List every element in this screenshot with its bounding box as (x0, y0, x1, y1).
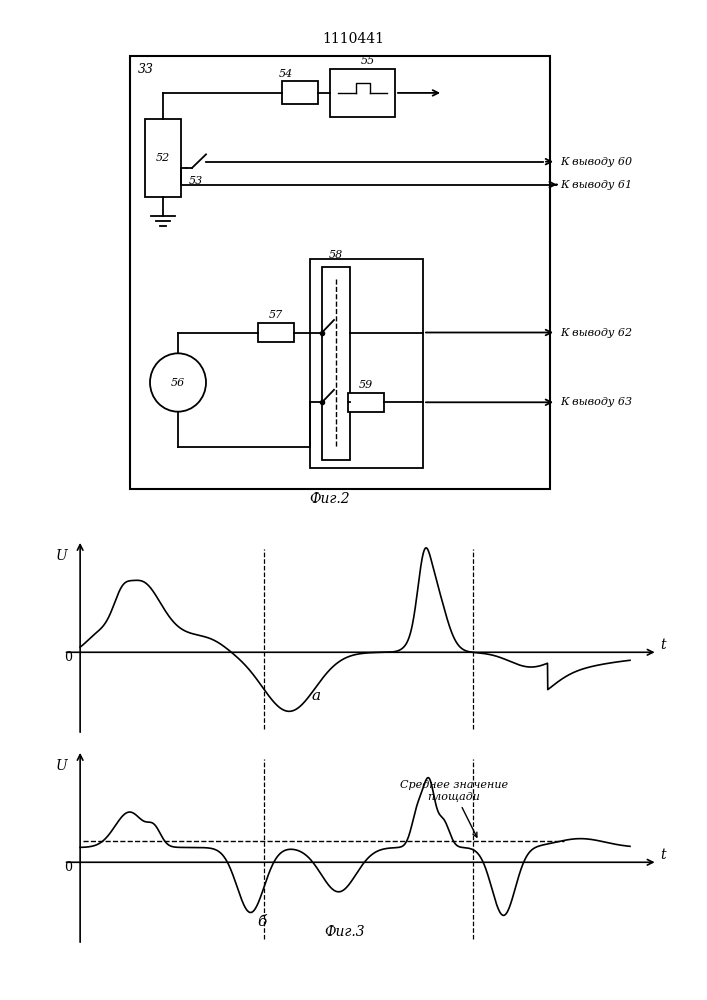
Text: Среднее значение
площади: Среднее значение площади (400, 780, 508, 837)
Bar (145, 119, 181, 197)
Text: 59: 59 (359, 380, 373, 390)
Bar (258, 323, 294, 342)
Text: 58: 58 (329, 250, 343, 260)
Text: 53: 53 (189, 176, 203, 186)
Text: U: U (55, 549, 67, 563)
Text: 0: 0 (64, 861, 71, 874)
Text: К выводу 60: К выводу 60 (560, 157, 632, 167)
Bar (348, 393, 384, 412)
Text: 55: 55 (361, 56, 375, 66)
Text: 33: 33 (138, 63, 154, 76)
Text: 56: 56 (171, 377, 185, 387)
Text: t: t (660, 848, 666, 862)
Text: t: t (660, 638, 666, 652)
Text: б: б (257, 915, 267, 929)
Text: а: а (311, 689, 320, 703)
Text: К выводу 61: К выводу 61 (560, 180, 632, 190)
Bar (282, 81, 318, 104)
Text: Фиг.3: Фиг.3 (324, 925, 364, 939)
Text: Фиг.2: Фиг.2 (310, 492, 350, 506)
Text: 0: 0 (64, 651, 71, 664)
Bar (330, 69, 395, 117)
Bar (322, 267, 350, 460)
Text: 52: 52 (156, 153, 170, 163)
Text: 1110441: 1110441 (322, 32, 385, 46)
Text: 54: 54 (279, 69, 293, 79)
Bar (310, 259, 423, 468)
Text: U: U (55, 759, 67, 773)
Text: К выводу 62: К выводу 62 (560, 328, 632, 338)
Text: К выводу 63: К выводу 63 (560, 397, 632, 407)
Circle shape (150, 353, 206, 412)
Text: 57: 57 (269, 310, 283, 320)
Bar (130, 56, 550, 489)
